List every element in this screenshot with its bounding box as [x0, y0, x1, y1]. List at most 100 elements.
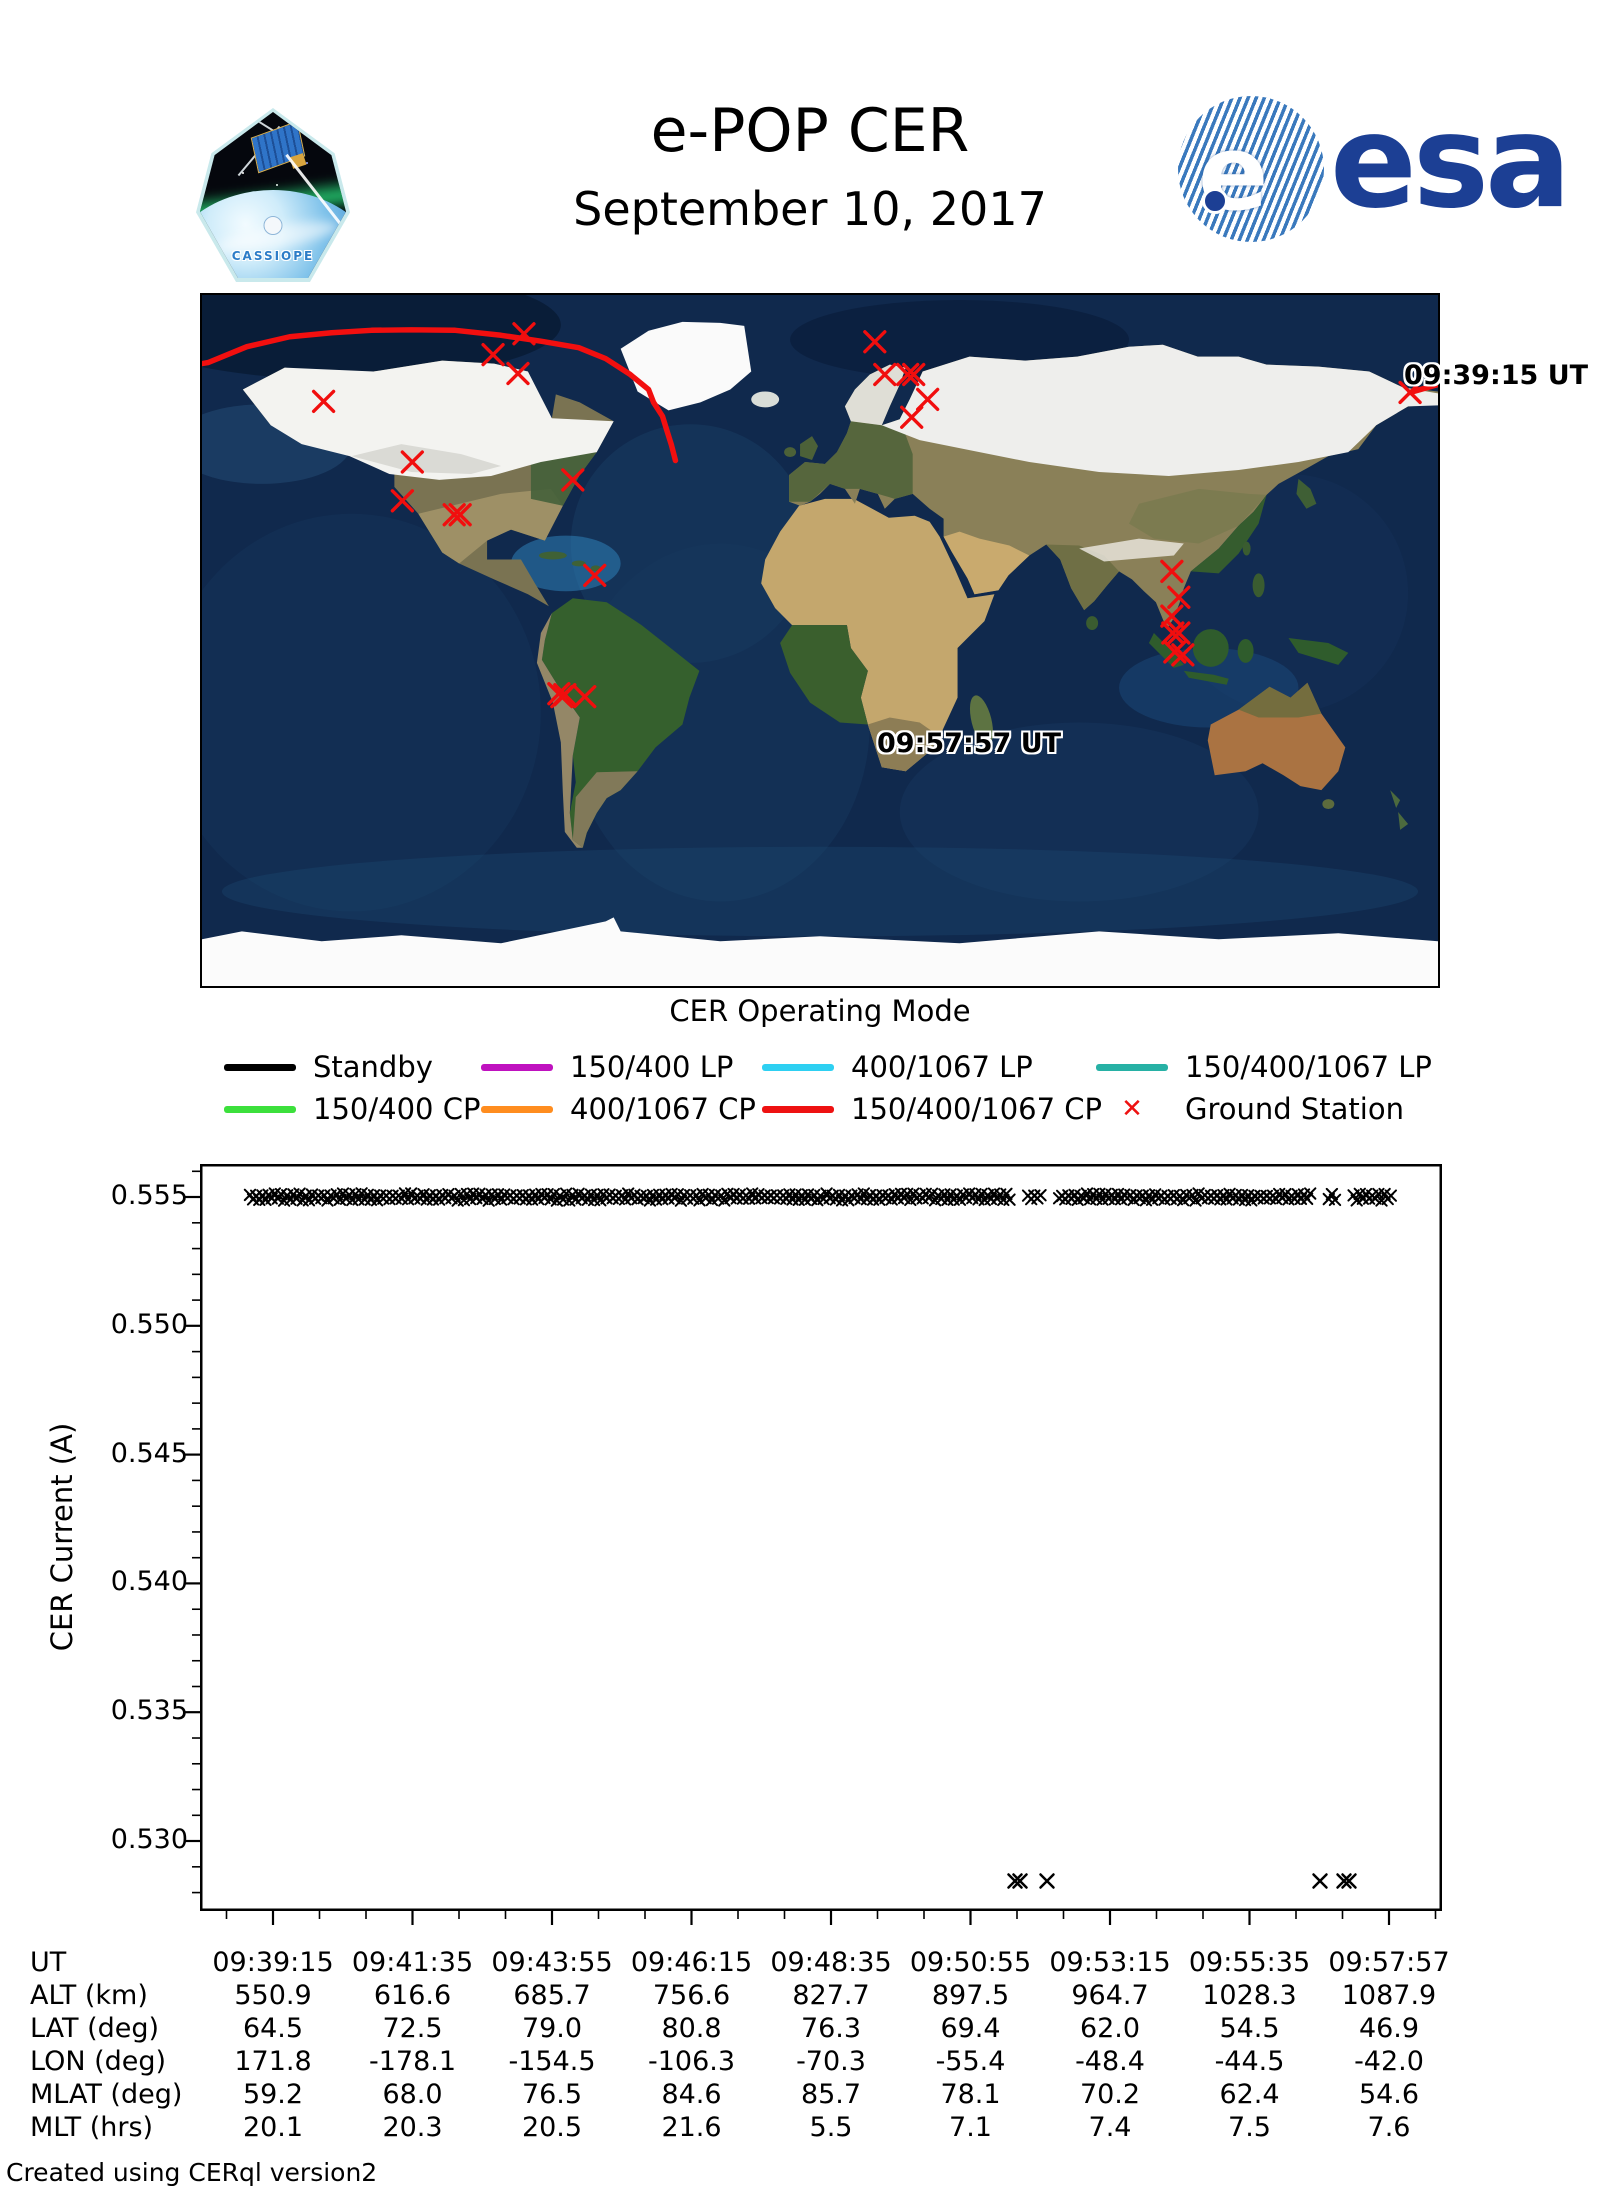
x-tick-label: 09:46:15: [630, 1947, 753, 1978]
table-cell: -178.1: [368, 2046, 457, 2077]
x-marker: [573, 685, 597, 709]
legend-item-150-400-cp: 150/400 CP: [224, 1092, 480, 1126]
esa-globe-dot-icon: [1202, 188, 1228, 214]
legend-label: 400/1067 CP: [570, 1092, 756, 1126]
x-marker: [442, 503, 466, 527]
x-marker: [1167, 585, 1191, 609]
legend-item-400-1067-lp: 400/1067 LP: [762, 1050, 1033, 1084]
continents: [202, 321, 1438, 986]
trajectory-start-time-label: 09:39:15 UT: [1404, 360, 1589, 391]
table-cell: 79.0: [521, 2013, 583, 2044]
x-marker: [1167, 621, 1191, 645]
esa-globe-letter: e: [1198, 112, 1269, 234]
africa-green: [780, 625, 868, 725]
sumatra: [1148, 633, 1184, 668]
legend-item-400-1067-cp: 400/1067 CP: [481, 1092, 756, 1126]
x-marker: [390, 489, 415, 513]
x-tick-label: 09:55:35: [1188, 1947, 1311, 1978]
snow-tibet: [1079, 538, 1184, 562]
table-cell: 7.6: [1367, 2112, 1411, 2143]
table-cell: -70.3: [796, 2046, 866, 2077]
table-cell: -106.3: [647, 2046, 736, 2077]
madagascar: [969, 695, 994, 746]
x-marker: [1003, 1193, 1016, 1206]
y-tick-label: 0.530: [110, 1824, 188, 1855]
table-cell: 70.2: [1079, 2079, 1141, 2110]
world-map: 09:57:57 UT: [200, 293, 1440, 988]
table-cell: -48.4: [1075, 2046, 1145, 2077]
arabia: [943, 531, 1030, 595]
legend-item-150-400-1067-cp: 150/400/1067 CP: [762, 1092, 1102, 1126]
sri-lanka: [1086, 616, 1099, 631]
legend-item-150-400-lp: 150/400 LP: [481, 1050, 733, 1084]
legend-label: Ground Station: [1185, 1092, 1404, 1126]
table-cell: 685.7: [513, 1980, 591, 2011]
x-marker: [902, 362, 926, 387]
x-tick-label: 09:48:35: [770, 1947, 892, 1978]
snow-north-america: [242, 360, 614, 480]
x-marker: [1312, 1873, 1328, 1889]
page-title: e-POP CER: [650, 96, 970, 166]
table-cell: 827.7: [792, 1980, 870, 2011]
table-cell: 85.7: [800, 2079, 862, 2110]
trajectory-path: [1407, 381, 1438, 396]
csa-emblem: [263, 215, 283, 235]
x-tick-label: 09:53:15: [1049, 1947, 1171, 1978]
table-cell: 897.5: [931, 1980, 1010, 2011]
y-tick-label: 0.555: [110, 1180, 188, 1211]
china: [1129, 488, 1267, 544]
table-row-label: MLT (hrs): [30, 2112, 154, 2143]
new-zealand: [1390, 790, 1409, 830]
africa: [761, 498, 995, 772]
x-marker: [553, 683, 577, 707]
x-marker: [900, 405, 924, 429]
x-marker: [448, 503, 472, 527]
table-row-label: LON (deg): [30, 2046, 167, 2077]
table-cell: 20.3: [382, 2112, 443, 2143]
x-marker: [1300, 1192, 1314, 1206]
tasmania: [1322, 799, 1335, 810]
x-marker: [583, 563, 607, 588]
esa-logo: e esa: [1178, 88, 1571, 246]
java: [1183, 670, 1229, 685]
satellite-trajectory: [202, 327, 1438, 464]
table-cell: 7.1: [949, 2112, 992, 2143]
esa-globe-icon: e: [1178, 96, 1324, 242]
x-marker: [506, 361, 530, 386]
esa-wordmark: esa: [1330, 88, 1571, 237]
x-marker: [1341, 1873, 1357, 1889]
antarctica: [202, 917, 1438, 986]
table-cell: 21.6: [661, 2112, 722, 2143]
x-marker: [873, 362, 897, 387]
patagonia: [572, 771, 638, 848]
legend-line-swatch: [1096, 1063, 1168, 1071]
table-cell: 54.5: [1219, 2013, 1280, 2044]
legend-line-swatch: [481, 1105, 553, 1113]
australia-north: [1238, 682, 1322, 718]
y-axis-label: CER Current (A): [45, 1422, 79, 1652]
africa-south: [867, 717, 940, 772]
axis-ticks: [185, 1170, 1437, 1925]
table-cell: -55.4: [935, 2046, 1006, 2077]
table-cell: 76.5: [521, 2079, 583, 2110]
x-marker: [311, 389, 336, 414]
table-row-label: LAT (deg): [30, 2013, 160, 2044]
table-cell: 62.4: [1219, 2079, 1280, 2110]
table-cell: 54.6: [1358, 2079, 1420, 2110]
legend-item-150-400-1067-lp: 150/400/1067 LP: [1096, 1050, 1432, 1084]
x-marker: [1039, 1873, 1055, 1889]
table-cell: 76.3: [800, 2013, 862, 2044]
y-tick-label: 0.535: [110, 1695, 188, 1727]
legend-line-swatch: [481, 1063, 553, 1071]
legend-line-swatch: [224, 1105, 296, 1113]
y-tick-label: 0.540: [110, 1566, 188, 1598]
x-tick-label: 09:39:15: [212, 1947, 334, 1978]
table-cell: 20.5: [521, 2112, 583, 2143]
table-cell: -44.5: [1214, 2046, 1285, 2077]
se-asia-green: [1190, 494, 1267, 574]
x-marker: [1000, 1187, 1013, 1201]
x-marker: [1336, 1873, 1352, 1889]
table-cell: 756.6: [652, 1980, 731, 2011]
x-marker: [1160, 559, 1184, 584]
taiwan: [1242, 541, 1251, 556]
